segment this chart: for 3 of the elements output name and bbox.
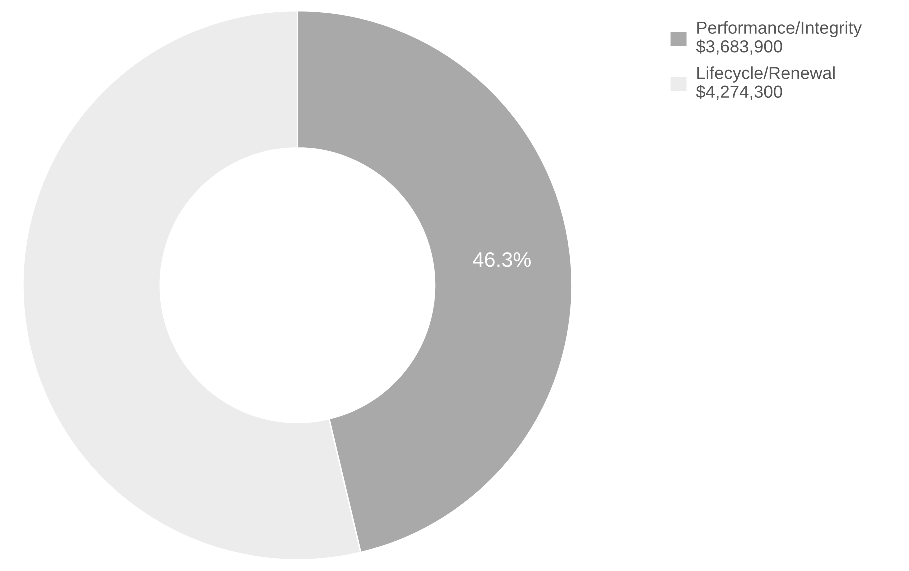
legend-label: Performance/Integrity $3,683,900	[696, 21, 862, 55]
data-label: 46.3%	[473, 252, 531, 268]
legend-label: Lifecycle/Renewal $4,274,300	[696, 66, 835, 100]
